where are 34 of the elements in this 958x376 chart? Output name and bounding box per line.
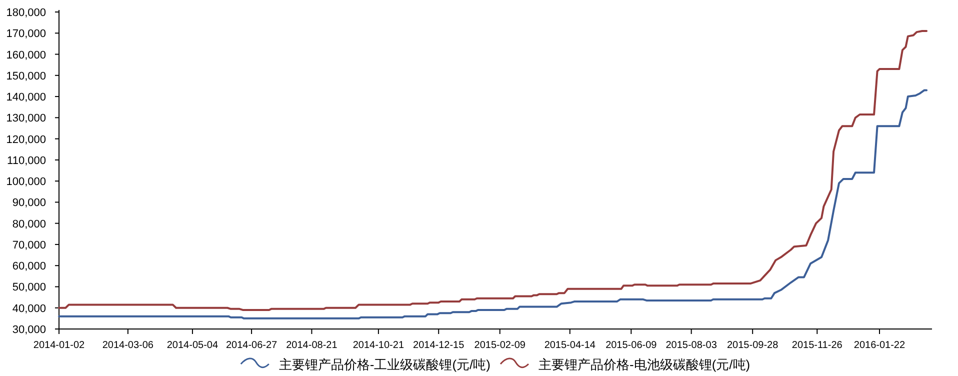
x-tick-label: 2015-06-09 [606,340,658,351]
x-tick-label: 2015-09-28 [727,340,779,351]
line-series [58,30,928,311]
x-tick-label: 2015-04-14 [544,340,596,351]
y-tick-label: 170,000 [6,28,46,40]
x-tick-label: 2015-08-03 [666,340,718,351]
x-tick-label: 2014-06-27 [226,340,278,351]
x-tick-label: 2014-12-15 [413,340,465,351]
y-tick-label: 40,000 [12,302,46,315]
y-tick-label: 110,000 [7,154,46,167]
y-tick-label: 150,000 [6,70,46,82]
y-tick-label: 80,000 [12,218,46,230]
x-tick-label: 2014-10-21 [352,340,404,351]
legend-label: 主要锂产品价格-工业级碳酸锂(元/吨) [278,357,490,372]
y-tick-label: 160,000 [6,49,46,62]
x-tick-label: 2014-01-02 [33,340,86,351]
y-tick-label: 30,000 [12,324,46,336]
x-tick-label: 2014-05-04 [166,340,218,351]
x-tick-label: 2014-08-21 [286,340,338,351]
y-tick-label: 90,000 [12,197,46,210]
y-tick-label: 140,000 [6,92,46,104]
x-tick-label: 2015-02-09 [474,340,526,351]
x-tick-label: 2014-03-06 [102,340,154,351]
y-tick-label: 50,000 [12,282,46,294]
y-tick-label: 130,000 [6,112,46,125]
line-series [58,89,928,320]
y-tick-label: 60,000 [12,260,46,273]
y-tick-label: 120,000 [6,134,46,146]
y-tick-label: 180,000 [6,7,46,19]
legend-label: 主要锂产品价格-电池级碳酸锂(元/吨) [538,357,750,372]
y-tick-label: 100,000 [6,176,46,188]
y-tick-label: 70,000 [12,239,46,252]
x-tick-label: 2015-11-26 [792,340,843,351]
x-tick-label: 2016-01-22 [854,340,906,351]
